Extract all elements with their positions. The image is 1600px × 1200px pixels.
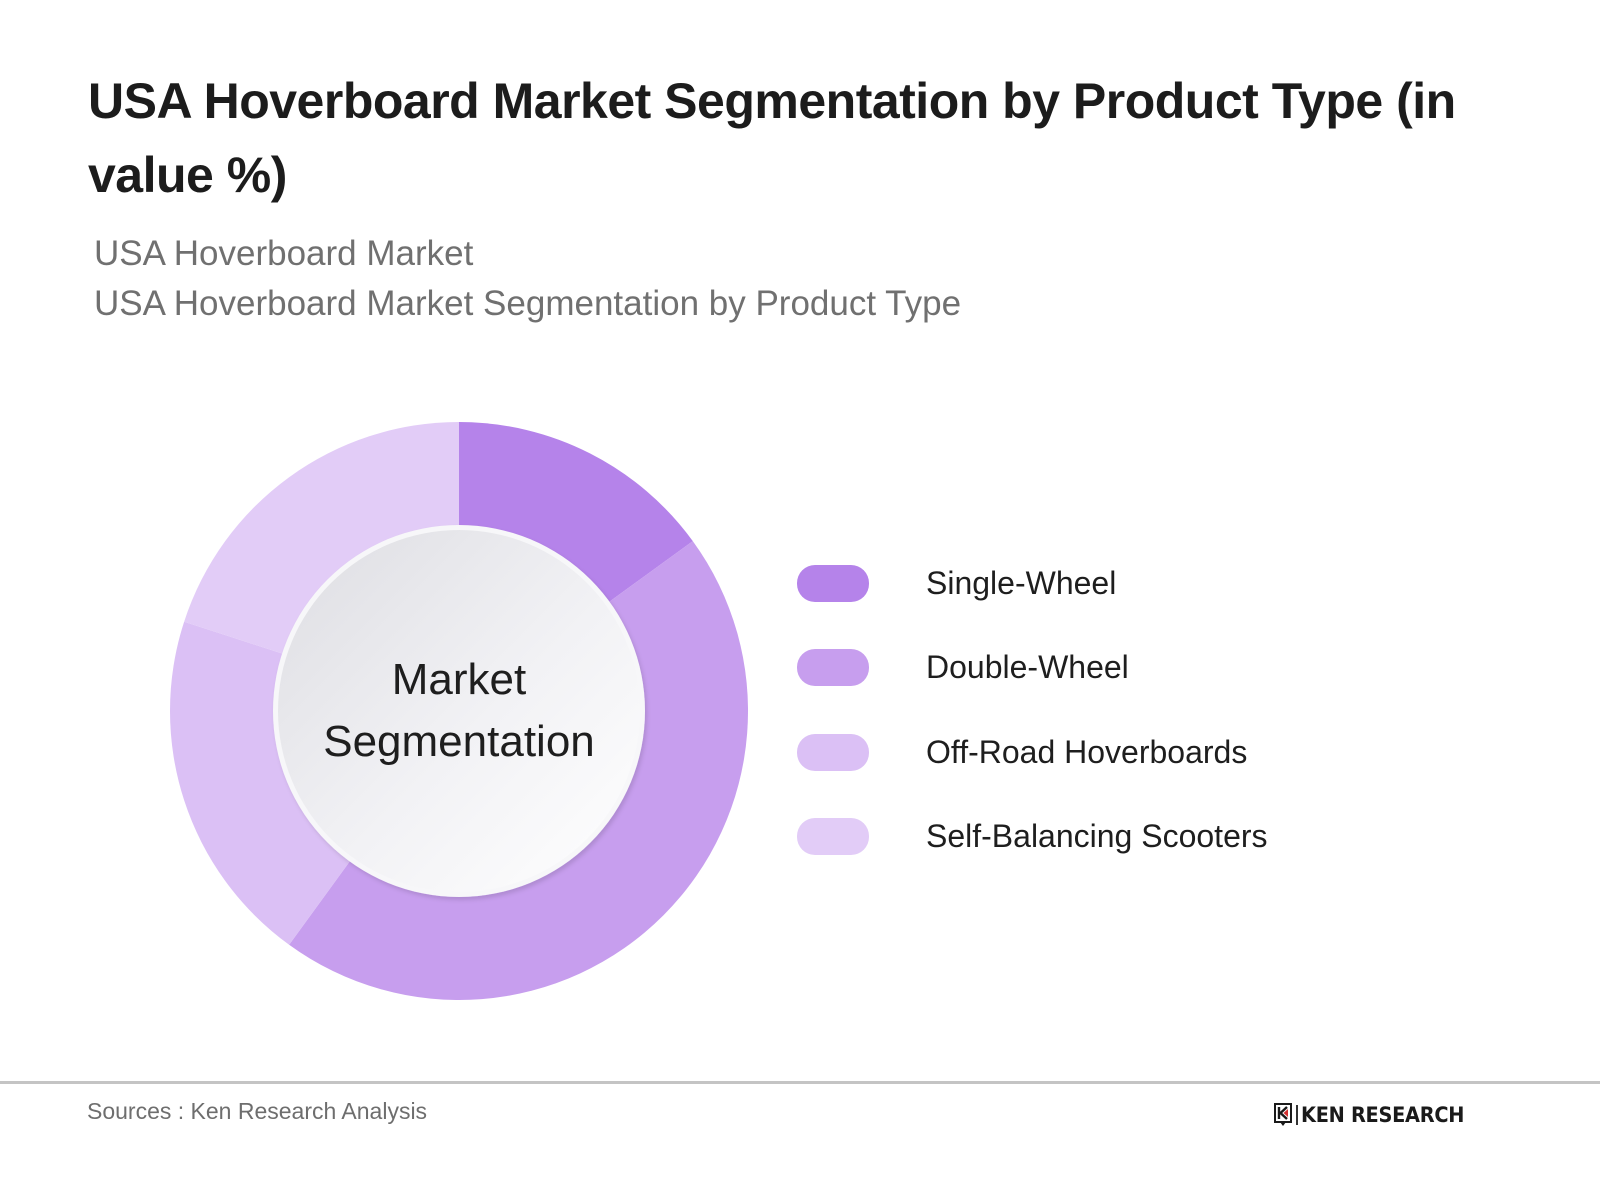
donut-chart-svg: [169, 422, 749, 1001]
logo-wordmark: KEN RESEARCH: [1301, 1103, 1465, 1127]
legend-label: Single-Wheel: [926, 564, 1117, 601]
chart-subtitle-segmentation: USA Hoverboard Market Segmentation by Pr…: [94, 284, 962, 323]
logo-separator: [1296, 1105, 1298, 1125]
legend-swatch-icon: [797, 564, 869, 602]
center-circle: [278, 530, 640, 892]
legend-item-double-wheel: Double-Wheel: [797, 649, 1268, 687]
legend-swatch-icon: [797, 818, 869, 855]
legend-swatch-icon: [797, 733, 869, 771]
donut-chart: [160, 412, 760, 1012]
ken-research-k-logo-icon: [1274, 1103, 1292, 1126]
legend-item-off-road-hoverboards: Off-Road Hoverboards: [797, 733, 1268, 771]
legend-label: Double-Wheel: [926, 649, 1129, 685]
chart-subtitle-market: USA Hoverboard Market: [94, 234, 474, 273]
center-label-line1: Market: [391, 655, 527, 704]
legend-label: Self-Balancing Scooters: [926, 818, 1268, 854]
footer-divider: [0, 1081, 1600, 1084]
legend-item-single-wheel: Single-Wheel: [797, 564, 1268, 602]
legend-label: Off-Road Hoverboards: [926, 733, 1248, 770]
legend-swatch-icon: [797, 649, 869, 686]
chart-legend: Single-Wheel Double-Wheel Off-Road Hover…: [797, 564, 1268, 902]
center-label-line2: Segmentation: [323, 717, 595, 766]
legend-item-self-balancing-scooters: Self-Balancing Scooters: [797, 818, 1268, 856]
chart-title: USA Hoverboard Market Segmentation by Pr…: [88, 73, 1456, 203]
sources-note: Sources : Ken Research Analysis: [87, 1098, 428, 1124]
center-label: Market Segmentation: [289, 649, 629, 773]
ken-research-logo: KEN RESEARCH: [1274, 1102, 1478, 1128]
